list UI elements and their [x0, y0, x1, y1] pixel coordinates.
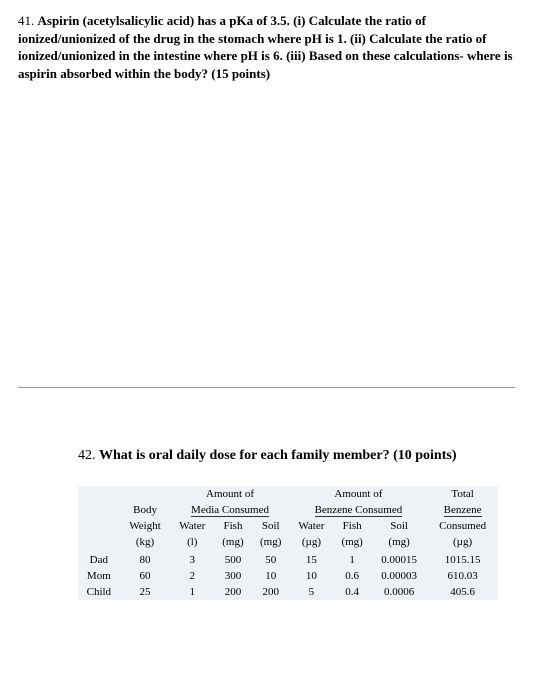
cell: 500	[214, 552, 252, 568]
th-empty	[78, 486, 120, 502]
cell: 80	[120, 552, 171, 568]
th-soil2: Soil	[371, 518, 427, 534]
cell: 1	[170, 584, 214, 600]
th-body: Body	[120, 502, 171, 518]
cell: 0.0006	[371, 584, 427, 600]
cell: 0.00015	[371, 552, 427, 568]
underline: Benzene	[444, 504, 482, 517]
q42-number: 42.	[78, 448, 99, 463]
cell: 10	[252, 568, 290, 584]
table-header-row-2: Body Media Consumed Benzene Consumed Ben…	[78, 502, 498, 518]
th-benzene: Benzene	[427, 502, 498, 518]
q41-text: Aspirin (acetylsalicylic acid) has a pKa…	[18, 13, 513, 81]
table-header-row-3: Weight Water Fish Soil Water Fish Soil C…	[78, 518, 498, 534]
table-unit-row: (kg) (l) (mg) (mg) (µg) (mg) (mg) (µg)	[78, 534, 498, 552]
q41-number: 41.	[18, 13, 38, 28]
data-table: Amount of Amount of Total Body Media Con…	[78, 486, 498, 600]
q42-text: What is oral daily dose for each family …	[99, 448, 457, 463]
cell: 300	[214, 568, 252, 584]
cell: 0.6	[333, 568, 371, 584]
th-consumed: Consumed	[427, 518, 498, 534]
th-fish2: Fish	[333, 518, 371, 534]
th-l: (l)	[170, 534, 214, 552]
cell: 5	[290, 584, 334, 600]
th-weight: Weight	[120, 518, 171, 534]
th-mg: (mg)	[214, 534, 252, 552]
th-empty	[120, 486, 171, 502]
question-42-section: 42. What is oral daily dose for each fam…	[18, 448, 515, 600]
question-41: 41. Aspirin (acetylsalicylic acid) has a…	[18, 12, 515, 82]
th-soil: Soil	[252, 518, 290, 534]
cell: 1015.15	[427, 552, 498, 568]
underline: Benzene Consumed	[315, 504, 403, 517]
cell: 200	[214, 584, 252, 600]
divider	[18, 387, 515, 388]
th-fish: Fish	[214, 518, 252, 534]
th-media-consumed-2: Media Consumed	[170, 502, 289, 518]
cell-label: Mom	[78, 568, 120, 584]
th-benzene-consumed-2: Benzene Consumed	[290, 502, 428, 518]
th-kg: (kg)	[120, 534, 171, 552]
cell: 405.6	[427, 584, 498, 600]
underline: Media Consumed	[191, 504, 269, 517]
th-empty	[78, 502, 120, 518]
cell: 1	[333, 552, 371, 568]
th-benzene-consumed-1: Amount of	[290, 486, 428, 502]
cell: 200	[252, 584, 290, 600]
table-row: Mom 60 2 300 10 10 0.6 0.00003 610.03	[78, 568, 498, 584]
cell: 60	[120, 568, 171, 584]
cell: 610.03	[427, 568, 498, 584]
th-water2: Water	[290, 518, 334, 534]
cell: 10	[290, 568, 334, 584]
table-header-row-1: Amount of Amount of Total	[78, 486, 498, 502]
th-mg2: (mg)	[252, 534, 290, 552]
table-row: Child 25 1 200 200 5 0.4 0.0006 405.6	[78, 584, 498, 600]
cell: 0.00003	[371, 568, 427, 584]
th-empty	[78, 534, 120, 552]
cell: 25	[120, 584, 171, 600]
cell: 15	[290, 552, 334, 568]
th-ug: (µg)	[290, 534, 334, 552]
table-row: Dad 80 3 500 50 15 1 0.00015 1015.15	[78, 552, 498, 568]
cell: 2	[170, 568, 214, 584]
cell: 0.4	[333, 584, 371, 600]
th-total-1: Total	[427, 486, 498, 502]
th-ug2: (µg)	[427, 534, 498, 552]
th-mg4: (mg)	[371, 534, 427, 552]
th-media-consumed-1: Amount of	[170, 486, 289, 502]
th-mg3: (mg)	[333, 534, 371, 552]
cell: 3	[170, 552, 214, 568]
cell-label: Child	[78, 584, 120, 600]
cell-label: Dad	[78, 552, 120, 568]
th-empty	[78, 518, 120, 534]
cell: 50	[252, 552, 290, 568]
question-42: 42. What is oral daily dose for each fam…	[78, 448, 515, 464]
th-water: Water	[170, 518, 214, 534]
